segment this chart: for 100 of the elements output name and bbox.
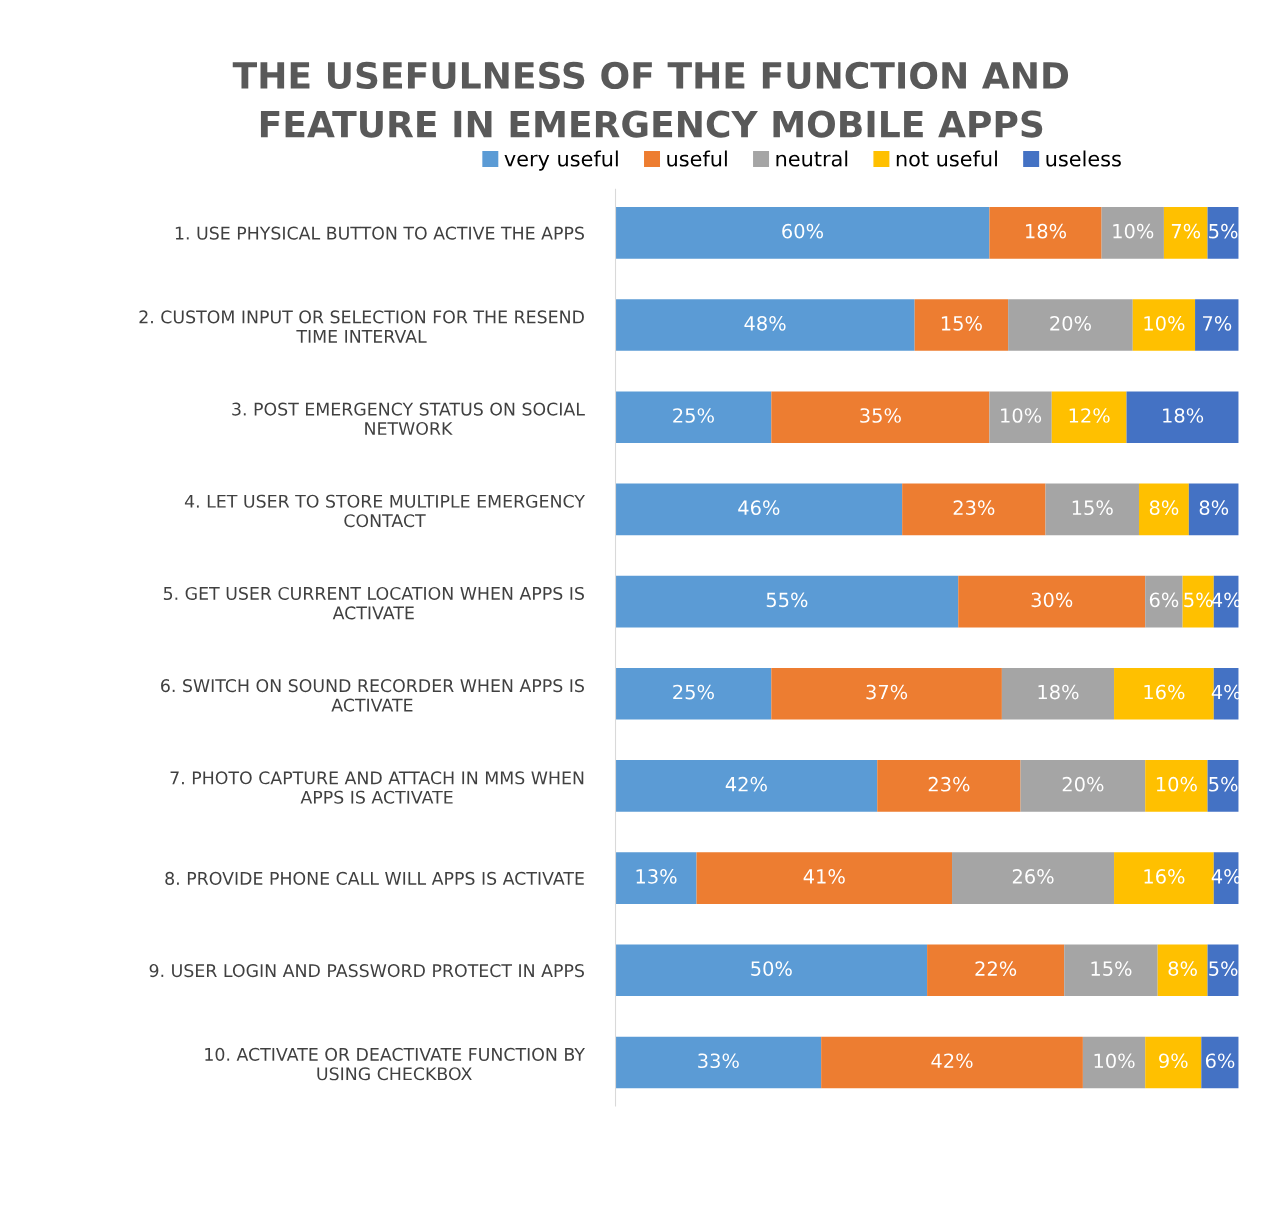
data-label: 6% [1205, 1053, 1235, 1069]
chart-title: THE USEFULNESS OF THE FUNCTION AND FEATURE IN EMERGENCY MOBILE APPS [232, 61, 1069, 138]
bar [615, 852, 697, 904]
bar [989, 391, 1052, 444]
data-label: 41% [803, 869, 845, 884]
bar [1145, 760, 1208, 812]
data-label: 15% [941, 315, 982, 331]
bar [1163, 207, 1208, 259]
bar [615, 944, 928, 997]
data-label: 6% [1149, 592, 1179, 608]
y-tick-label: 3. POST EMERGENCY STATUS ON SOCIAL NETWORK [232, 402, 585, 436]
bar [958, 575, 1146, 628]
bar [771, 667, 1002, 720]
data-label: 23% [928, 776, 970, 792]
data-label: 5% [1209, 223, 1238, 239]
data-label: 42% [931, 1053, 973, 1069]
bar [1195, 299, 1239, 351]
data-label: 12% [1069, 408, 1110, 423]
bar [615, 391, 772, 444]
y-tick-label: 2. CUSTOM INPUT OR SELECTION FOR THE RESEND TIME INTERVAL [139, 310, 584, 343]
legend-label: useless [1046, 150, 1121, 167]
bar [1145, 1036, 1202, 1089]
data-label: 42% [725, 776, 767, 792]
bar [615, 207, 990, 259]
data-label: 7% [1171, 223, 1201, 239]
bar [952, 852, 1115, 904]
data-label: 10% [1113, 223, 1154, 239]
data-label: 20% [1062, 776, 1104, 792]
data-label: 10% [1001, 408, 1042, 423]
bar [1126, 391, 1239, 444]
legend-label: neutral [776, 150, 848, 167]
data-label: 15% [1091, 961, 1132, 976]
y-tick-label: 7. PHOTO CAPTURE AND ATTACH IN MMS WHEN APPS IS ACTIVATE [170, 771, 584, 804]
data-label: 37% [866, 684, 908, 700]
data-label: 16% [1144, 684, 1185, 700]
bar [615, 1036, 822, 1089]
data-label: 5% [1209, 776, 1238, 792]
data-label: 20% [1050, 315, 1091, 331]
data-label: 15% [1072, 500, 1113, 516]
data-label: 5% [1209, 961, 1238, 976]
data-label: 35% [860, 408, 901, 423]
legend-label: not useful [896, 150, 997, 167]
y-tick-label: 4. LET USER TO STORE MULTIPLE EMERGENCY CONTACT [184, 494, 585, 528]
bar [615, 667, 772, 720]
data-label: 30% [1031, 592, 1073, 608]
bar [1182, 575, 1214, 628]
bar [615, 299, 915, 351]
bar [771, 391, 990, 444]
data-label: 10% [1094, 1053, 1135, 1069]
data-label: 22% [975, 961, 1017, 976]
data-label: 55% [766, 592, 808, 608]
data-label: 25% [673, 408, 714, 423]
data-label: 33% [698, 1053, 739, 1069]
data-label: 9% [1159, 1053, 1188, 1069]
y-tick-label: 5. GET USER CURRENT LOCATION WHEN APPS IS ACTIVATE [163, 586, 584, 620]
bar [615, 483, 903, 536]
bar [821, 1036, 1083, 1089]
data-label: 23% [953, 500, 995, 516]
data-label: 50% [751, 961, 792, 976]
data-label: 48% [744, 315, 786, 331]
data-label: 8% [1149, 500, 1179, 516]
bar [1188, 483, 1239, 536]
data-label: 46% [738, 500, 780, 516]
y-tick-label: 8. PROVIDE PHONE CALL WILL APPS IS ACTIVATE [165, 871, 584, 885]
bar [1001, 667, 1115, 720]
bar [1201, 1036, 1239, 1089]
bar [927, 944, 1065, 997]
data-label: 60% [782, 223, 823, 239]
data-label: 7% [1203, 315, 1232, 331]
data-label: 18% [1038, 684, 1079, 700]
data-label: 18% [1163, 408, 1204, 423]
bar [1064, 944, 1158, 997]
bar [1020, 760, 1146, 812]
y-tick-label: 1. USE PHYSICAL BUTTON TO ACTIVE THE APPS [175, 226, 584, 240]
data-label: 10% [1156, 776, 1197, 792]
bar [1045, 483, 1139, 536]
bar [1082, 1036, 1146, 1089]
bar [615, 575, 959, 628]
bar [696, 852, 953, 904]
bar [914, 299, 1009, 351]
bar [1008, 299, 1133, 351]
data-label: 13% [636, 869, 677, 884]
legend-label: very useful [504, 150, 618, 171]
bar [1157, 944, 1208, 997]
bar [1101, 207, 1164, 259]
legend-label: useful [667, 150, 727, 167]
data-label: 26% [1012, 869, 1054, 884]
bar [902, 483, 1046, 536]
bar [989, 207, 1102, 259]
y-tick-label: 6. SWITCH ON SOUND RECORDER WHEN APPS IS ACTIVATE [161, 679, 584, 712]
data-label: 10% [1144, 315, 1185, 331]
data-label: 16% [1144, 869, 1185, 884]
bar [1145, 575, 1183, 628]
bar [615, 760, 878, 812]
data-label: 8% [1168, 961, 1197, 976]
data-label: 18% [1026, 223, 1067, 239]
data-label: 5% [1184, 592, 1213, 608]
bar [1132, 299, 1196, 351]
data-label: 25% [673, 684, 714, 700]
y-tick-label: 9. USER LOGIN AND PASSWORD PROTECT IN APPS [149, 964, 584, 978]
